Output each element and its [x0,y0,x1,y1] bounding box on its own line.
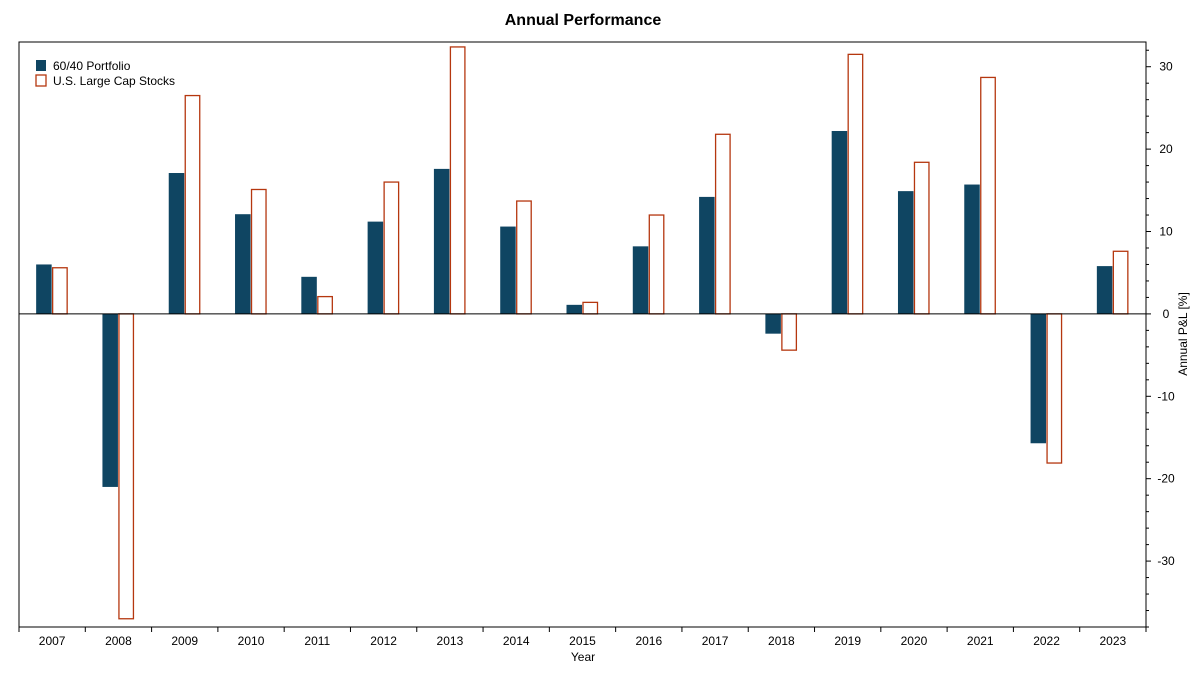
bar-portfolio-2015 [566,304,582,314]
bar-large-cap-2018 [781,313,798,351]
chart-title: Annual Performance [505,12,662,29]
y-tick-label: 0 [1163,307,1170,321]
x-tick-label-2021: 2021 [967,634,994,648]
plot-frame [18,41,1147,628]
x-tick-label-2017: 2017 [702,634,729,648]
bars-layer [36,46,1129,620]
bar-large-cap-2021 [980,76,996,315]
bar-large-cap-2015 [582,301,599,315]
x-tick-label-2022: 2022 [1033,634,1060,648]
bar-portfolio-2008 [102,313,118,487]
bar-large-cap-2013 [449,46,466,315]
bar-portfolio-2007 [36,264,52,314]
legend-swatch-large-cap [35,74,47,87]
x-tick-label-2019: 2019 [834,634,861,648]
y-axis: -30 -20 -10 0 10 20 30 [1146,49,1175,628]
y-tick-label: -30 [1157,554,1175,568]
bar-large-cap-2023 [1112,250,1129,315]
x-axis-label: Year [571,650,595,664]
bar-portfolio-2012 [367,221,384,314]
x-tick-label-2012: 2012 [370,634,397,648]
x-tick-label-2023: 2023 [1100,634,1127,648]
bar-large-cap-2012 [383,181,400,315]
bar-large-cap-2008 [118,313,135,620]
bar-large-cap-2007 [52,267,68,315]
x-tick-label-2008: 2008 [105,634,132,648]
bar-portfolio-2014 [500,226,516,314]
bar-large-cap-2016 [648,214,665,315]
bar-large-cap-2010 [250,188,267,315]
x-tick-label-2011: 2011 [304,634,330,648]
y-tick-label: 20 [1159,142,1173,156]
bar-portfolio-2020 [897,191,914,314]
x-tick-label-2009: 2009 [171,634,198,648]
bar-portfolio-2019 [831,130,848,314]
legend-swatch-portfolio [36,60,46,71]
bar-large-cap-2019 [847,53,864,315]
bar-large-cap-2009 [184,94,201,315]
x-tick-label-2010: 2010 [238,634,265,648]
x-tick-label-2015: 2015 [569,634,596,648]
x-tick-label-2007: 2007 [39,634,66,648]
y-tick-label: 30 [1159,60,1173,74]
x-tick-label-2014: 2014 [503,634,530,648]
bar-portfolio-2016 [632,246,649,314]
bar-portfolio-2011 [301,276,317,314]
x-tick-label-2016: 2016 [635,634,662,648]
bar-large-cap-2017 [714,133,731,315]
x-tick-label-2020: 2020 [901,634,928,648]
bar-portfolio-2017 [699,196,715,314]
bar-large-cap-2022 [1046,313,1063,464]
y-tick-label: -10 [1157,389,1175,403]
y-axis-label: Annual P&L [%] [1176,292,1190,376]
x-tick-label-2018: 2018 [768,634,795,648]
legend-label-portfolio: 60/40 Portfolio [53,59,131,73]
bar-large-cap-2020 [913,161,930,315]
bar-portfolio-2022 [1030,313,1047,444]
x-axis: 2007 2008 2009 2010 2011 2012 2013 2014 2015 2016… [18,627,1147,648]
bar-portfolio-2018 [765,313,781,334]
bar-portfolio-2010 [235,214,251,314]
bar-portfolio-2023 [1096,266,1113,314]
x-tick-label-2013: 2013 [437,634,464,648]
bar-portfolio-2013 [433,168,450,314]
legend-label-large-cap: U.S. Large Cap Stocks [53,74,175,88]
bar-large-cap-2014 [516,200,532,315]
bar-portfolio-2009 [168,173,185,314]
y-tick-label: 10 [1159,225,1173,239]
bar-portfolio-2021 [964,184,980,314]
y-tick-label: -20 [1157,472,1175,486]
bar-large-cap-2011 [317,295,333,315]
